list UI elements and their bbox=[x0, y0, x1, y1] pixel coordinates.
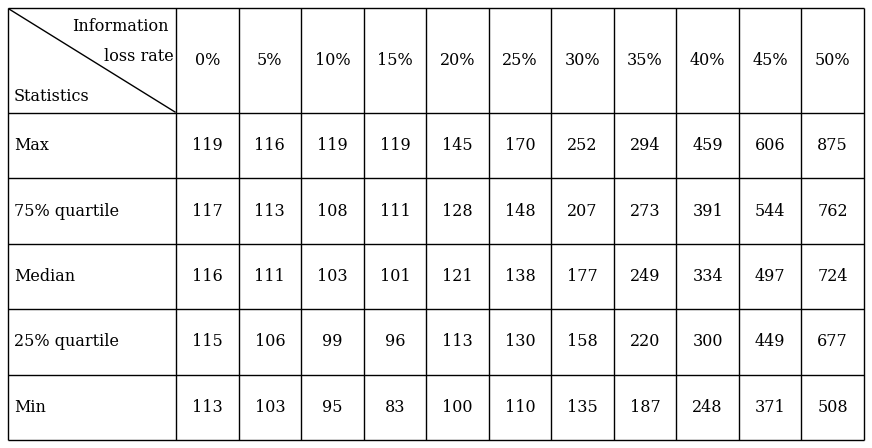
Text: 371: 371 bbox=[755, 399, 786, 416]
Text: 121: 121 bbox=[442, 268, 473, 285]
Text: 544: 544 bbox=[755, 202, 786, 220]
Text: Statistics: Statistics bbox=[14, 88, 90, 105]
Text: 10%: 10% bbox=[315, 52, 351, 69]
Text: 15%: 15% bbox=[377, 52, 412, 69]
Text: 25%: 25% bbox=[502, 52, 538, 69]
Text: Max: Max bbox=[14, 137, 49, 154]
Text: 50%: 50% bbox=[815, 52, 850, 69]
Text: 101: 101 bbox=[379, 268, 410, 285]
Text: 249: 249 bbox=[630, 268, 660, 285]
Text: 497: 497 bbox=[755, 268, 786, 285]
Text: 119: 119 bbox=[317, 137, 348, 154]
Text: 875: 875 bbox=[817, 137, 848, 154]
Text: 138: 138 bbox=[505, 268, 535, 285]
Text: 449: 449 bbox=[755, 333, 786, 350]
Text: 177: 177 bbox=[567, 268, 598, 285]
Text: 40%: 40% bbox=[690, 52, 726, 69]
Text: 106: 106 bbox=[255, 333, 285, 350]
Text: 170: 170 bbox=[505, 137, 535, 154]
Text: 119: 119 bbox=[192, 137, 222, 154]
Text: 130: 130 bbox=[505, 333, 535, 350]
Text: 96: 96 bbox=[385, 333, 405, 350]
Text: 158: 158 bbox=[567, 333, 598, 350]
Text: 110: 110 bbox=[505, 399, 535, 416]
Text: 724: 724 bbox=[817, 268, 848, 285]
Text: 187: 187 bbox=[630, 399, 660, 416]
Text: 606: 606 bbox=[755, 137, 786, 154]
Text: 677: 677 bbox=[817, 333, 848, 350]
Text: 113: 113 bbox=[255, 202, 285, 220]
Text: loss rate: loss rate bbox=[104, 48, 174, 65]
Text: 113: 113 bbox=[192, 399, 222, 416]
Text: 20%: 20% bbox=[439, 52, 475, 69]
Text: 116: 116 bbox=[255, 137, 285, 154]
Text: 762: 762 bbox=[817, 202, 848, 220]
Text: 83: 83 bbox=[385, 399, 405, 416]
Text: 119: 119 bbox=[379, 137, 411, 154]
Text: 148: 148 bbox=[505, 202, 535, 220]
Text: 25% quartile: 25% quartile bbox=[14, 333, 119, 350]
Text: 145: 145 bbox=[442, 137, 473, 154]
Text: Information: Information bbox=[72, 18, 169, 35]
Text: Median: Median bbox=[14, 268, 75, 285]
Text: 111: 111 bbox=[255, 268, 285, 285]
Text: 391: 391 bbox=[692, 202, 723, 220]
Text: 248: 248 bbox=[692, 399, 723, 416]
Text: 508: 508 bbox=[817, 399, 848, 416]
Text: 459: 459 bbox=[692, 137, 723, 154]
Text: 300: 300 bbox=[692, 333, 723, 350]
Text: 294: 294 bbox=[630, 137, 660, 154]
Text: 115: 115 bbox=[192, 333, 222, 350]
Text: 135: 135 bbox=[567, 399, 598, 416]
Text: 100: 100 bbox=[442, 399, 473, 416]
Text: 111: 111 bbox=[379, 202, 411, 220]
Text: 103: 103 bbox=[317, 268, 348, 285]
Text: 30%: 30% bbox=[565, 52, 600, 69]
Text: 273: 273 bbox=[630, 202, 660, 220]
Text: 334: 334 bbox=[692, 268, 723, 285]
Text: 75% quartile: 75% quartile bbox=[14, 202, 119, 220]
Text: 220: 220 bbox=[630, 333, 660, 350]
Text: 35%: 35% bbox=[627, 52, 663, 69]
Text: 128: 128 bbox=[442, 202, 473, 220]
Text: 108: 108 bbox=[317, 202, 348, 220]
Text: 5%: 5% bbox=[257, 52, 283, 69]
Text: 103: 103 bbox=[255, 399, 285, 416]
Text: Min: Min bbox=[14, 399, 46, 416]
Text: 117: 117 bbox=[192, 202, 222, 220]
Text: 116: 116 bbox=[192, 268, 222, 285]
Text: 0%: 0% bbox=[194, 52, 220, 69]
Text: 95: 95 bbox=[322, 399, 343, 416]
Text: 99: 99 bbox=[322, 333, 343, 350]
Text: 207: 207 bbox=[568, 202, 598, 220]
Text: 252: 252 bbox=[568, 137, 598, 154]
Text: 113: 113 bbox=[442, 333, 473, 350]
Text: 45%: 45% bbox=[753, 52, 788, 69]
